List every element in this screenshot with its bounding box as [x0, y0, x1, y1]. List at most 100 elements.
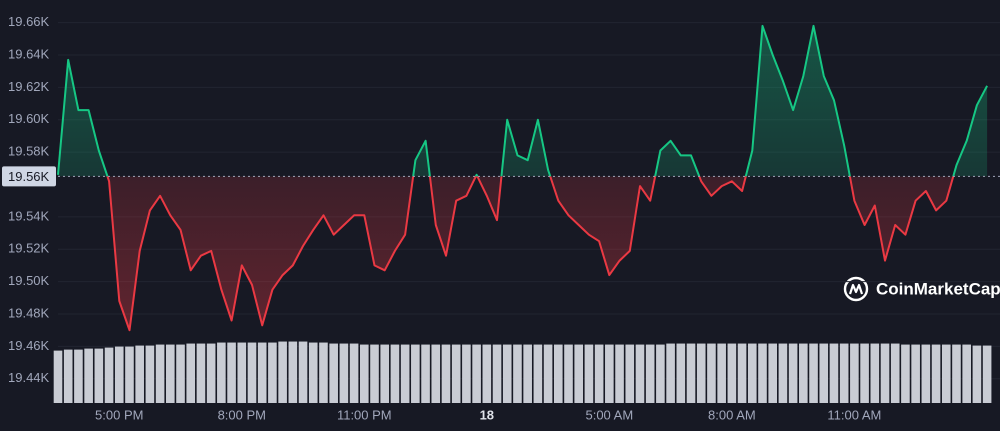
volume-bar — [911, 344, 920, 403]
volume-bar — [686, 343, 696, 403]
volume-bar — [462, 344, 471, 403]
volume-bar — [829, 343, 839, 403]
area-below — [58, 176, 988, 331]
volume-bar — [114, 346, 124, 403]
volume-bar — [625, 344, 635, 403]
volume-bar — [788, 343, 798, 403]
volume-bar — [186, 343, 196, 403]
volume-bar — [839, 343, 849, 403]
volume-bar — [523, 344, 532, 403]
volume-bar — [921, 344, 931, 403]
volume-bar — [257, 342, 267, 403]
volume-bar — [982, 345, 992, 403]
volume-bar — [94, 348, 104, 403]
volume-bar — [513, 344, 522, 403]
volume-bar — [247, 342, 257, 403]
y-tick-label: 19.58K — [8, 144, 50, 159]
volume-bar — [380, 344, 390, 403]
volume-bar — [758, 343, 767, 403]
volume-bar — [615, 344, 624, 403]
volume-bar — [339, 343, 349, 403]
volume-bar — [972, 345, 982, 403]
volume-bar — [319, 342, 328, 403]
area-above — [58, 25, 988, 177]
y-tick-label: 19.62K — [8, 79, 50, 94]
y-tick-label: 19.50K — [8, 273, 50, 288]
volume-bar — [308, 342, 318, 403]
logo — [843, 276, 869, 302]
volume-bar — [768, 343, 778, 403]
volume-bar — [411, 344, 420, 403]
volume-bar — [472, 344, 481, 403]
volume-bar — [166, 344, 175, 403]
volume-bar — [553, 344, 563, 403]
volume-bar — [206, 343, 216, 403]
volume-bar — [850, 343, 859, 403]
volume-bar — [227, 342, 236, 403]
volume-bar — [53, 350, 63, 403]
volume-bar — [155, 344, 165, 403]
price-line-below — [106, 176, 955, 332]
volume-bar — [359, 344, 369, 403]
volume-bar — [278, 341, 287, 403]
volume-bar — [594, 344, 604, 403]
volume-bar — [676, 343, 686, 403]
volume-bar — [451, 344, 461, 403]
volume-bar — [63, 349, 73, 403]
volume-bar — [707, 343, 716, 403]
volume-bar — [74, 349, 83, 403]
x-tick-label: 11:00 PM — [337, 407, 392, 422]
x-tick-label: 8:00 PM — [218, 407, 266, 422]
volume-bar — [809, 343, 818, 403]
volume-bar — [880, 343, 890, 403]
volume-bar — [135, 345, 144, 403]
volume-bar — [176, 344, 185, 403]
volume-bar — [196, 343, 206, 403]
volume-bar — [747, 343, 757, 403]
volume-bar — [666, 343, 675, 403]
price-line-above — [57, 24, 988, 177]
volume-bar — [400, 344, 410, 403]
y-tick-label: 19.52K — [8, 241, 50, 256]
volume-bar — [574, 344, 584, 403]
volume-bar — [298, 341, 308, 403]
volume-bar — [421, 344, 430, 403]
y-tick-label: 19.60K — [8, 111, 50, 126]
volume-bar — [635, 344, 645, 403]
volume-bar — [431, 344, 441, 403]
volume-bar — [502, 344, 512, 403]
volume-bar — [696, 343, 706, 403]
volume-bar — [717, 343, 726, 403]
volume-bar — [962, 344, 971, 403]
volume-bar — [645, 344, 655, 403]
volume-bar — [237, 342, 247, 403]
reference-label-box — [2, 166, 56, 187]
volume-bar — [605, 344, 614, 403]
volume-bar — [288, 341, 298, 403]
volume-bar — [482, 344, 492, 403]
volume-bar — [890, 343, 900, 403]
volume-bar — [104, 347, 114, 403]
volume-bar — [901, 344, 910, 403]
x-tick-label: 5:00 PM — [95, 407, 143, 422]
volume-bar — [543, 344, 553, 403]
volume-bar — [441, 344, 451, 403]
volume-bar — [125, 346, 134, 403]
volume-bar — [492, 344, 502, 403]
y-tick-label: 19.48K — [8, 305, 50, 320]
volume-bar — [84, 348, 93, 403]
volume-bar — [217, 342, 226, 403]
volume-bar — [584, 344, 594, 403]
y-tick-label: 19.44K — [8, 370, 50, 385]
y-tick-label: 19.46K — [8, 338, 50, 353]
volume-bar — [737, 343, 747, 403]
volume-bar — [952, 344, 961, 403]
x-tick-label: 18 — [480, 407, 494, 422]
volume-bar — [819, 343, 829, 403]
y-tick-label: 19.64K — [8, 46, 50, 61]
volume-bar — [727, 343, 737, 403]
watermark: CoinMarketCap — [876, 279, 1000, 298]
volume-bar — [370, 344, 379, 403]
volume-bar — [390, 344, 400, 403]
